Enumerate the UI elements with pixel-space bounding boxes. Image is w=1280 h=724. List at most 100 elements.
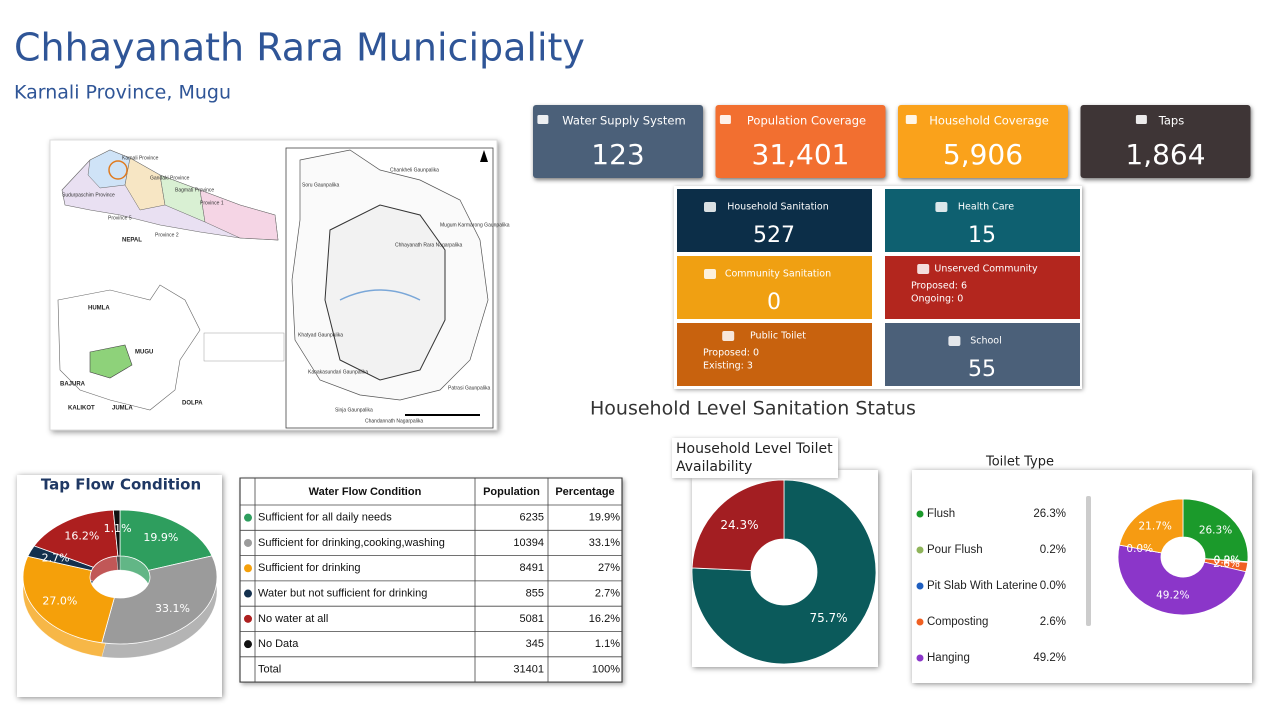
gandaki [124, 157, 166, 211]
map: Karnali Province Gandaki Province Bagmat… [49, 139, 510, 431]
table-cell: No Data [258, 638, 299, 650]
card-icon [1135, 115, 1147, 124]
map-label: Sudurpaschim Province [62, 192, 115, 198]
card-value: 0 [767, 290, 781, 315]
slice [691, 479, 877, 665]
table-header: Water Flow Condition [309, 486, 422, 498]
card-value: 5,906 [943, 138, 1023, 171]
subtitle: Karnali Province, Mugu [14, 82, 231, 104]
table-frame [239, 477, 623, 683]
table-cell: 5081 [520, 613, 544, 625]
card-icon [719, 115, 731, 124]
title-line: Household Level Toilet [676, 441, 833, 457]
slice [1182, 498, 1249, 563]
card-label: Community Sanitation [725, 269, 831, 280]
title-line: Availability [676, 459, 752, 475]
card-value: 55 [968, 357, 996, 382]
card-detail: Proposed: 0 [703, 348, 759, 359]
mugu-district [89, 344, 133, 379]
legend-label: Composting [927, 616, 988, 628]
card-detail: Ongoing: 0 [911, 294, 963, 305]
map-label: Kanakasundari Gaunpalika [308, 369, 368, 375]
table-cell: 10394 [513, 537, 544, 549]
scrollbar[interactable] [1086, 496, 1091, 626]
map-label: Province 5 [108, 215, 132, 221]
legend-dot [916, 618, 924, 626]
legend-label: Pit Slab With Laterine [927, 580, 1038, 592]
card-label: Water Supply System [562, 114, 685, 128]
map-label: Chandannath Nagarpalika [365, 418, 423, 424]
stat-card [715, 105, 886, 178]
availability-title: Household Level Toilet Availability [676, 441, 833, 475]
card-label: School [970, 336, 1002, 347]
province1 [199, 189, 279, 241]
table-header: Percentage [555, 486, 614, 498]
card-icon [704, 269, 716, 279]
card-detail: Proposed: 6 [911, 281, 967, 292]
stat-card [1080, 105, 1251, 178]
sanitation-card [885, 189, 1080, 252]
table-cell: Total [258, 663, 281, 675]
map-label: KALIKOT [68, 406, 95, 412]
table-cell: 33.1% [589, 537, 620, 549]
card-value: 527 [753, 223, 795, 248]
card-icon [948, 336, 961, 346]
slice-label: 49.2% [1156, 589, 1189, 601]
map-label: Mugum Karmarong Gaunpalika [440, 222, 510, 228]
map-label: Gandaki Province [150, 175, 190, 181]
slice-label: 75.7% [809, 611, 847, 625]
table-header: Population [483, 486, 540, 498]
legend-label: Pour Flush [927, 544, 983, 556]
slice [1117, 544, 1247, 616]
map-label: DOLPA [182, 401, 203, 407]
row-dot [244, 589, 252, 598]
map-label: Sinja Gaunpalika [335, 407, 373, 413]
map-label: Patrasi Gaunpalika [448, 385, 490, 391]
map-label: Chhayanath Rara Nagarpalika [395, 242, 462, 248]
legend-label: Flush [927, 508, 955, 520]
slice-label: 21.7% [1138, 520, 1171, 532]
card-icon [917, 264, 930, 274]
map-label: Bagmati Province [175, 187, 214, 193]
legend-dot [916, 546, 924, 554]
slice-label: 0.0% [1214, 555, 1241, 567]
table-cell: Sufficient for drinking,cooking,washing [258, 537, 445, 549]
slice-label: 2.7% [42, 551, 70, 564]
card-detail: Existing: 3 [703, 361, 753, 372]
map-label: NEPAL [122, 238, 142, 244]
slice-label: 19.9% [143, 531, 178, 544]
slice-label: 16.2% [64, 530, 99, 543]
slice [1118, 498, 1184, 554]
row-dot [244, 640, 252, 649]
map-label: Soru Gaunpalika [302, 182, 339, 188]
slice [101, 555, 218, 645]
legend-value: 0.2% [1040, 544, 1066, 556]
map-label: Karnali Province [122, 155, 159, 161]
slice [33, 509, 119, 568]
stat-card [898, 105, 1068, 178]
card-icon [905, 115, 917, 124]
legend-value: 49.2% [1033, 652, 1066, 664]
map-label: BAJURA [60, 382, 86, 388]
table-cell: Water but not sufficient for drinking [258, 587, 427, 599]
legend-label: Hanging [927, 652, 970, 664]
legend-value: 0.0% [1040, 580, 1066, 592]
card-icon [704, 202, 716, 212]
card-icon [537, 115, 549, 124]
slice-label: 0.2% [1214, 554, 1241, 566]
map-label: Chankheli Gaunpalika [390, 167, 439, 173]
table-cell: No water at all [258, 613, 328, 625]
card-label: Public Toilet [750, 331, 806, 342]
table-cell: 100% [592, 663, 620, 675]
card-icon [722, 331, 735, 341]
availability-title-box [672, 438, 838, 478]
card-label: Unserved Community [934, 264, 1038, 275]
municipality [324, 204, 446, 381]
map-label: HUMLA [88, 306, 110, 312]
slice [112, 509, 121, 557]
table-cell: 2.7% [595, 587, 620, 599]
card-label: Taps [1158, 114, 1184, 128]
mugu-marker [108, 160, 128, 180]
slice-label: 0.0% [1126, 543, 1153, 555]
